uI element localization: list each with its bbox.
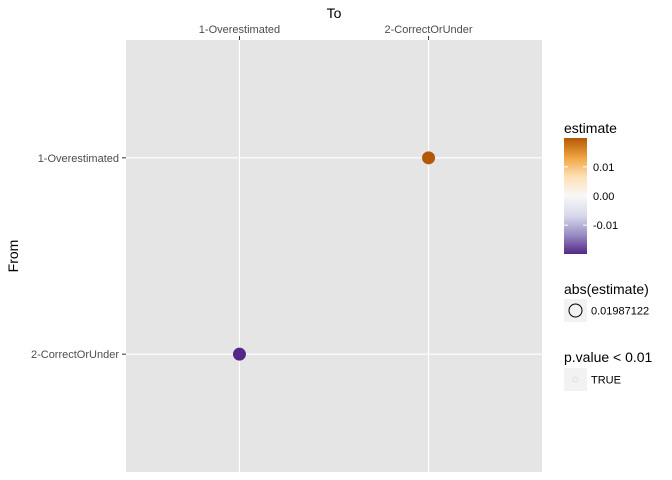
alpha-legend-key-circle (572, 376, 579, 383)
point-layer (232, 151, 436, 361)
size-legend: abs(estimate) 0.01987122 (564, 281, 649, 322)
size-legend-label: 0.01987122 (591, 306, 649, 318)
colorbar-label: 0.00 (593, 191, 614, 203)
x-tick-label: 2-CorrectOrUnder (385, 24, 473, 36)
colorbar (564, 138, 587, 254)
color-legend-title: estimate (564, 120, 617, 136)
alpha-legend-label: TRUE (591, 375, 621, 387)
data-point (422, 151, 436, 165)
plot-panel (126, 40, 542, 472)
size-legend-title: abs(estimate) (564, 281, 649, 297)
grid-layer (126, 40, 542, 472)
alpha-legend: p.value < 0.01 TRUE (564, 349, 653, 391)
color-legend: estimate 0.01 0.00 -0.01 (564, 120, 618, 254)
size-legend-key-bg (564, 299, 587, 322)
alpha-legend-key-bg (564, 368, 587, 391)
x-tick-label: 1-Overestimated (199, 24, 280, 36)
y-axis-title: From (5, 240, 21, 273)
colorbar-ticks: 0.01 0.00 -0.01 (564, 162, 618, 232)
size-legend-key-circle (568, 303, 583, 318)
data-point (232, 347, 246, 361)
tick-layer: 1-Overestimated 2-CorrectOrUnder 1-Overest… (31, 24, 473, 361)
y-tick-label: 2-CorrectOrUnder (31, 349, 119, 361)
x-axis-title: To (327, 5, 342, 21)
colorbar-label: 0.01 (593, 162, 614, 174)
y-tick-label: 1-Overestimated (38, 153, 119, 165)
alpha-legend-title: p.value < 0.01 (564, 349, 653, 365)
colorbar-label: -0.01 (593, 220, 618, 232)
